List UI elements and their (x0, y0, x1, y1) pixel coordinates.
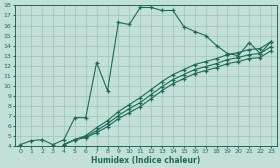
X-axis label: Humidex (Indice chaleur): Humidex (Indice chaleur) (91, 156, 200, 164)
